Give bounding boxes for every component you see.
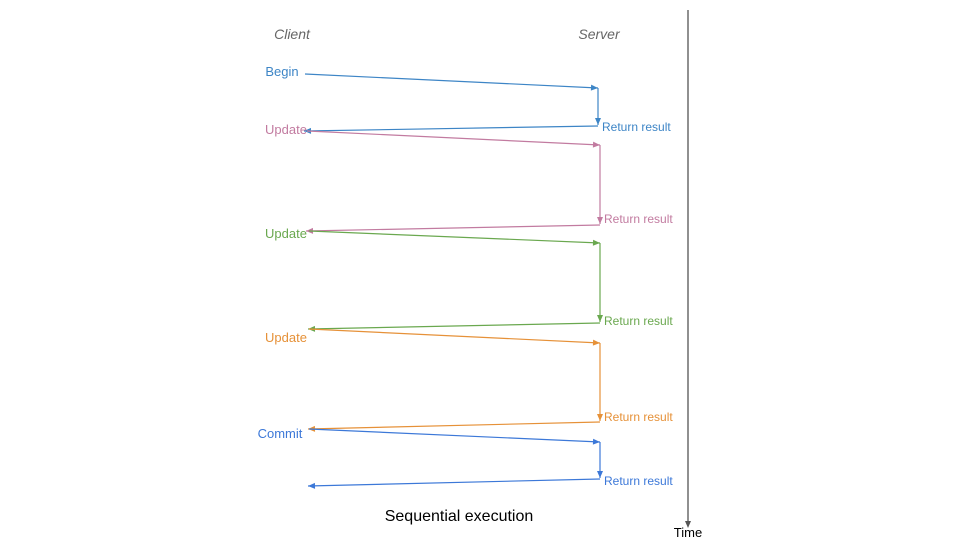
step-4: Update Return result: [265, 328, 673, 432]
request-label: Begin: [265, 64, 298, 79]
step-5: Commit Return result: [258, 426, 673, 489]
response-arrow: [307, 478, 601, 487]
response-arrow: [303, 125, 599, 132]
step-1: Begin Return result: [265, 64, 671, 134]
request-arrow-arrowhead: [592, 239, 600, 246]
step-2: Update Return result: [265, 122, 673, 234]
time-label: Time: [674, 525, 702, 540]
request-arrow-arrowhead: [592, 438, 600, 445]
request-label: Commit: [258, 426, 303, 441]
request-label: Update: [265, 122, 307, 137]
response-label: Return result: [604, 474, 673, 488]
request-label: Update: [265, 330, 307, 345]
request-arrow-arrowhead: [590, 84, 598, 91]
processing-arrow-arrowhead: [597, 315, 603, 322]
server-header: Server: [578, 26, 621, 42]
request-arrow-arrowhead: [592, 141, 600, 148]
processing-arrow-arrowhead: [597, 471, 603, 478]
response-arrow-arrowhead: [308, 482, 316, 489]
processing-arrow-arrowhead: [597, 414, 603, 421]
response-label: Return result: [602, 120, 671, 134]
request-arrow-arrowhead: [592, 339, 600, 346]
step-3: Update Return result: [265, 226, 673, 332]
request-label: Update: [265, 226, 307, 241]
diagram-caption: Sequential execution: [385, 508, 534, 525]
time-axis-arrowhead: [685, 521, 691, 528]
request-arrow: [308, 230, 601, 244]
response-arrow: [307, 421, 601, 430]
response-label: Return result: [604, 212, 673, 226]
processing-arrow-arrowhead: [597, 217, 603, 224]
response-arrow: [307, 322, 601, 330]
request-arrow: [308, 328, 601, 344]
response-label: Return result: [604, 410, 673, 424]
response-label: Return result: [604, 314, 673, 328]
request-arrow: [306, 130, 601, 146]
request-arrow: [304, 73, 599, 89]
response-arrow: [305, 224, 601, 232]
client-header: Client: [274, 26, 311, 42]
processing-arrow-arrowhead: [595, 118, 601, 125]
request-arrow: [308, 428, 601, 443]
